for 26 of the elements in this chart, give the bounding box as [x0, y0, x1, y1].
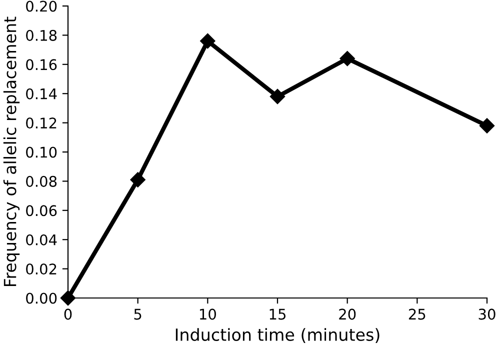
y-axis-title: Frequency of allelic replacement — [3, 16, 20, 286]
x-tick-label: 0 — [64, 308, 72, 320]
point — [479, 118, 495, 134]
point — [60, 290, 76, 306]
x-tick-label: 10 — [200, 308, 216, 320]
y-tick-label: 0.12 — [26, 118, 56, 129]
y-tick-label: 0.20 — [26, 0, 57, 12]
y-tick-label: 0.00 — [26, 292, 57, 304]
y-tick-label: 0.14 — [26, 88, 57, 100]
y-tick-label: 0.04 — [26, 234, 57, 246]
y-tick-label: 0.02 — [26, 264, 56, 275]
y-tick-label: 0.18 — [26, 30, 57, 41]
point — [340, 50, 355, 66]
x-tick-label: 25 — [408, 308, 426, 320]
x-tick-label: 15 — [270, 308, 286, 320]
point — [270, 88, 286, 104]
y-tick-label: 0.16 — [26, 59, 57, 70]
y-tick-label: 0.10 — [26, 146, 57, 158]
point — [200, 33, 216, 49]
y-tick-label: 0.08 — [26, 176, 57, 187]
x-axis-title: Induction time (minutes) — [176, 328, 380, 343]
x-tick-label: 30 — [478, 308, 496, 320]
x-tick-label: 5 — [134, 308, 142, 320]
x-tick-label: 20 — [339, 308, 356, 320]
point — [130, 172, 146, 188]
y-tick-label: 0.06 — [26, 205, 57, 216]
